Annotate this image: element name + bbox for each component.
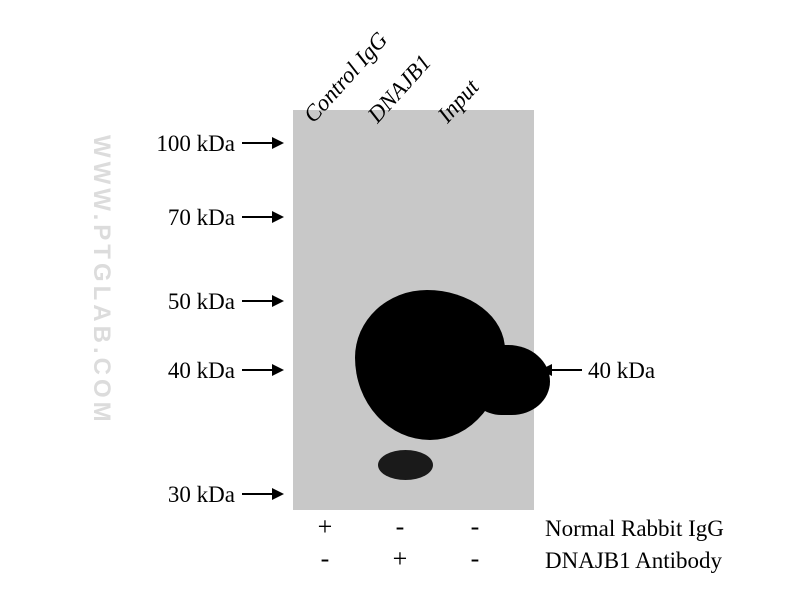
figure-container: WWW.PTGLAB.COM 100 kDa 70 kDa 50 kDa 40 … — [0, 0, 800, 600]
arrow-line — [242, 369, 272, 371]
arrow-line — [242, 493, 272, 495]
marker-label-50: 50 kDa — [120, 289, 235, 315]
right-marker-label: 40 kDa — [588, 358, 655, 384]
marker-arrow-40 — [242, 364, 284, 376]
band-lower — [378, 450, 433, 480]
band-input — [470, 345, 550, 415]
condition-symbol: - — [460, 512, 490, 542]
right-marker-arrow — [540, 364, 582, 376]
arrow-head-icon — [272, 211, 284, 223]
condition-symbol: - — [385, 512, 415, 542]
condition-symbol: - — [310, 544, 340, 574]
marker-label-100: 100 kDa — [120, 131, 235, 157]
arrow-head-icon — [272, 488, 284, 500]
arrow-head-icon — [272, 364, 284, 376]
condition-label-dnajb1-ab: DNAJB1 Antibody — [545, 548, 722, 574]
condition-symbol: + — [310, 512, 340, 542]
marker-arrow-50 — [242, 295, 284, 307]
marker-arrow-100 — [242, 137, 284, 149]
marker-label-40: 40 kDa — [120, 358, 235, 384]
marker-arrow-30 — [242, 488, 284, 500]
watermark-text: WWW.PTGLAB.COM — [87, 135, 115, 426]
arrow-line — [242, 216, 272, 218]
condition-label-normal-igg: Normal Rabbit IgG — [545, 516, 724, 542]
marker-label-30: 30 kDa — [120, 482, 235, 508]
condition-symbol: - — [460, 544, 490, 574]
arrow-line — [242, 142, 272, 144]
arrow-line — [552, 369, 582, 371]
arrow-head-icon — [540, 364, 552, 376]
arrow-head-icon — [272, 295, 284, 307]
arrow-line — [242, 300, 272, 302]
arrow-head-icon — [272, 137, 284, 149]
marker-label-70: 70 kDa — [120, 205, 235, 231]
condition-symbol: + — [385, 544, 415, 574]
marker-arrow-70 — [242, 211, 284, 223]
